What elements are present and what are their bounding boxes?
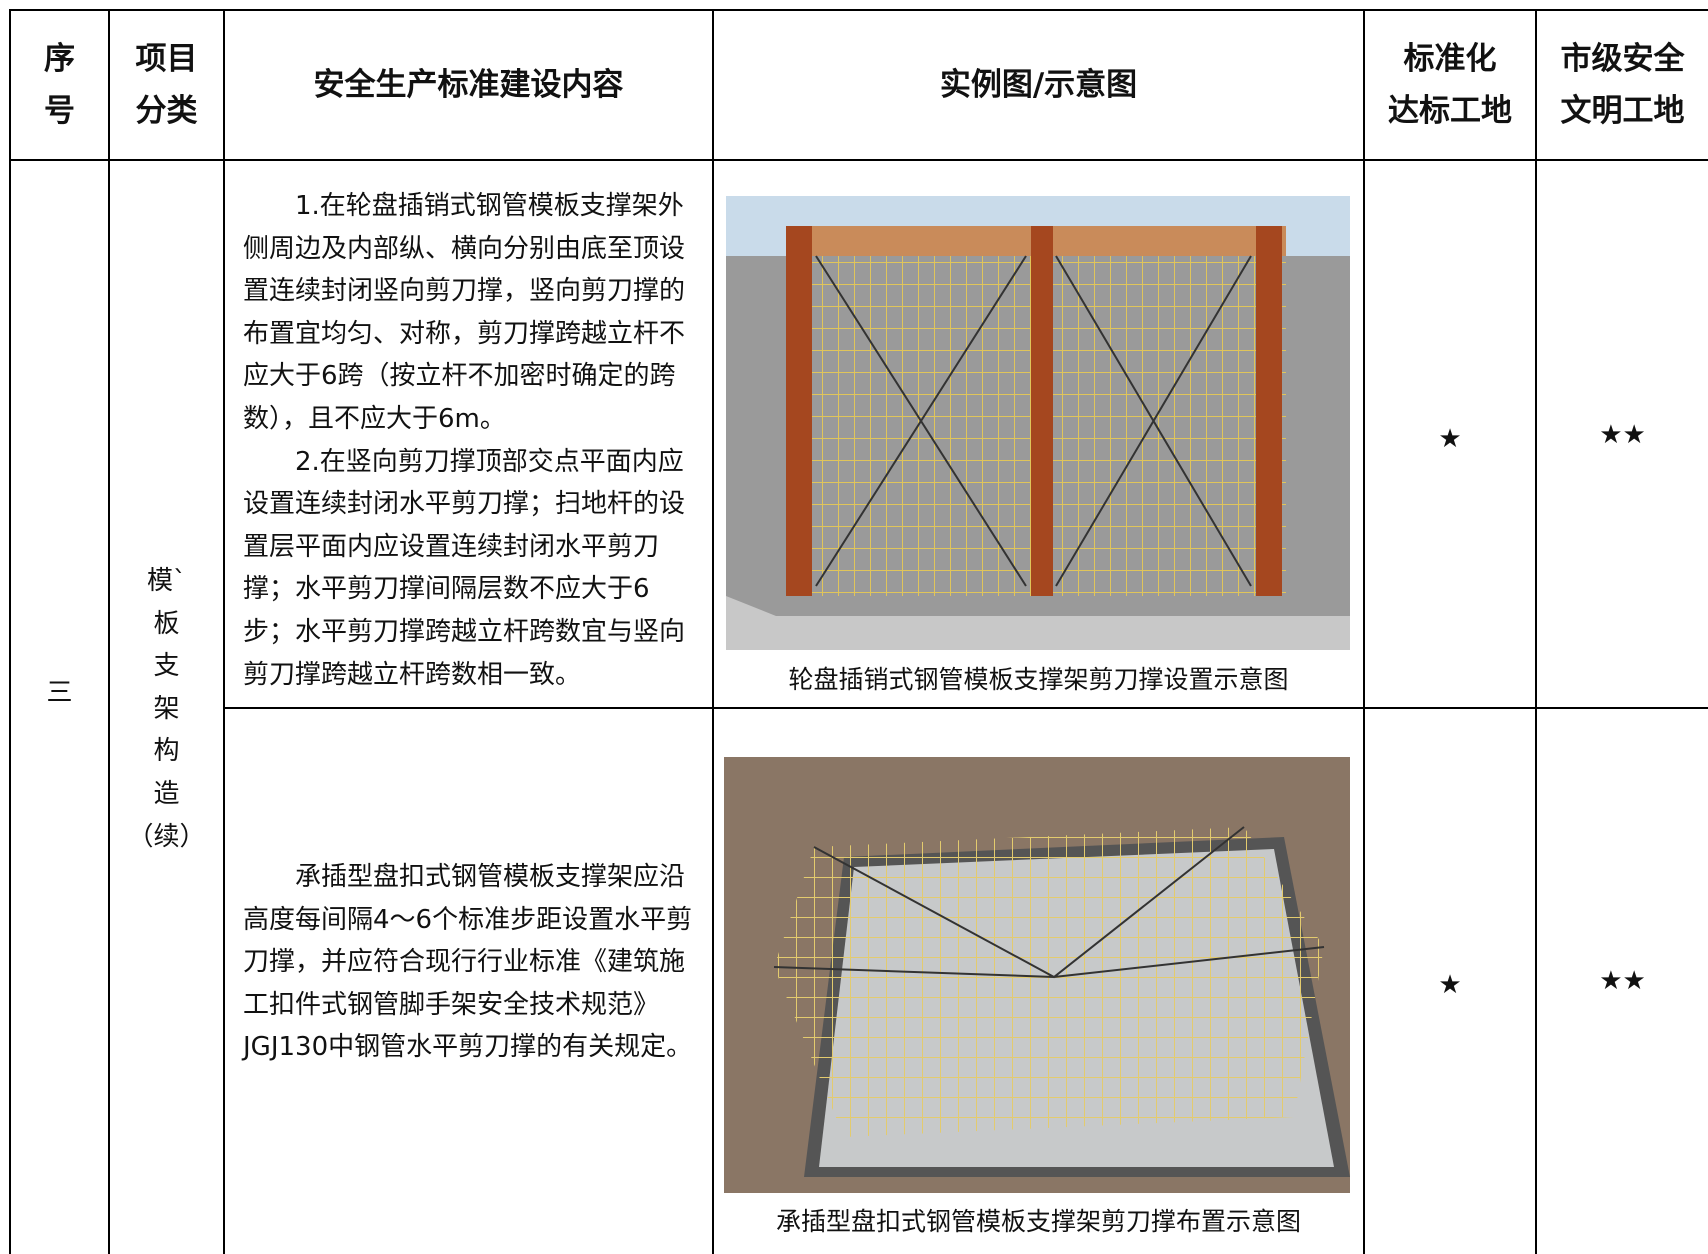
content: 承插型盘扣式钢管模板支撑架应沿高度每间隔4～6个标准步距设置水平剪刀撑，并应符合… [243, 856, 695, 1069]
figure [724, 757, 1350, 1193]
city-rating: ★★ [1599, 966, 1646, 996]
caption: 承插型盘扣式钢管模板支撑架剪刀撑布置示意图 [775, 1207, 1301, 1236]
category-char: 支 [153, 651, 180, 682]
seq: 三 [46, 678, 73, 708]
category-char: 板 [153, 608, 180, 639]
header-text: 项目 [135, 41, 198, 77]
paragraph: 承插型盘扣式钢管模板支撑架应沿高度每间隔4～6个标准步距设置水平剪刀撑，并应符合… [243, 862, 693, 1063]
category-char: 构 [153, 736, 180, 767]
standard-rating: ★ [1438, 970, 1462, 1000]
city-rating: ★★ [1599, 420, 1646, 450]
header-cell: 市级安全 文明工地 [1537, 11, 1708, 159]
border [9, 159, 1708, 161]
header-text: 市级安全 [1560, 41, 1685, 77]
header-text: 分类 [135, 93, 198, 129]
border [712, 9, 714, 1254]
header-cell: 项目 分类 [110, 11, 223, 159]
header-cell: 序号 [11, 11, 108, 159]
border [9, 9, 11, 1254]
border [223, 9, 225, 1254]
header-text: 号 [44, 93, 75, 129]
header-cell: 标准化 达标工地 [1365, 11, 1535, 159]
category: 模` 板支架构造 （续） [109, 560, 224, 858]
header-text: 安全生产标准建设内容 [313, 67, 624, 103]
caption: 轮盘插销式钢管模板支撑架剪刀撑设置示意图 [788, 665, 1289, 694]
border [224, 707, 1708, 709]
border [1535, 9, 1537, 1254]
border [108, 9, 110, 1254]
category-char: 架 [153, 693, 180, 724]
border [9, 9, 1708, 11]
border [1363, 9, 1365, 1254]
header-text: 序 [44, 41, 75, 77]
figure [726, 196, 1350, 650]
category-char: 模` [146, 566, 186, 596]
category-char: 造 [153, 778, 180, 809]
content: 1.在轮盘插销式钢管模板支撑架外侧周边及内部纵、横向分别由底至顶设置连续封闭竖向… [243, 185, 695, 696]
category-char: （续） [127, 821, 206, 852]
header-cell: 实例图/示意图 [714, 11, 1363, 159]
header-text: 文明工地 [1560, 93, 1685, 129]
header-text: 达标工地 [1388, 93, 1512, 129]
standard-rating: ★ [1438, 424, 1462, 454]
paragraph: 1.在轮盘插销式钢管模板支撑架外侧周边及内部纵、横向分别由底至顶设置连续封闭竖向… [243, 191, 686, 434]
paragraph: 2.在竖向剪刀撑顶部交点平面内应设置连续封闭水平剪刀撑；扫地杆的设置层平面内应设… [243, 446, 686, 690]
header-cell: 安全生产标准建设内容 [225, 11, 712, 159]
header-text: 标准化 [1403, 41, 1497, 77]
header-text: 实例图/示意图 [939, 67, 1138, 103]
